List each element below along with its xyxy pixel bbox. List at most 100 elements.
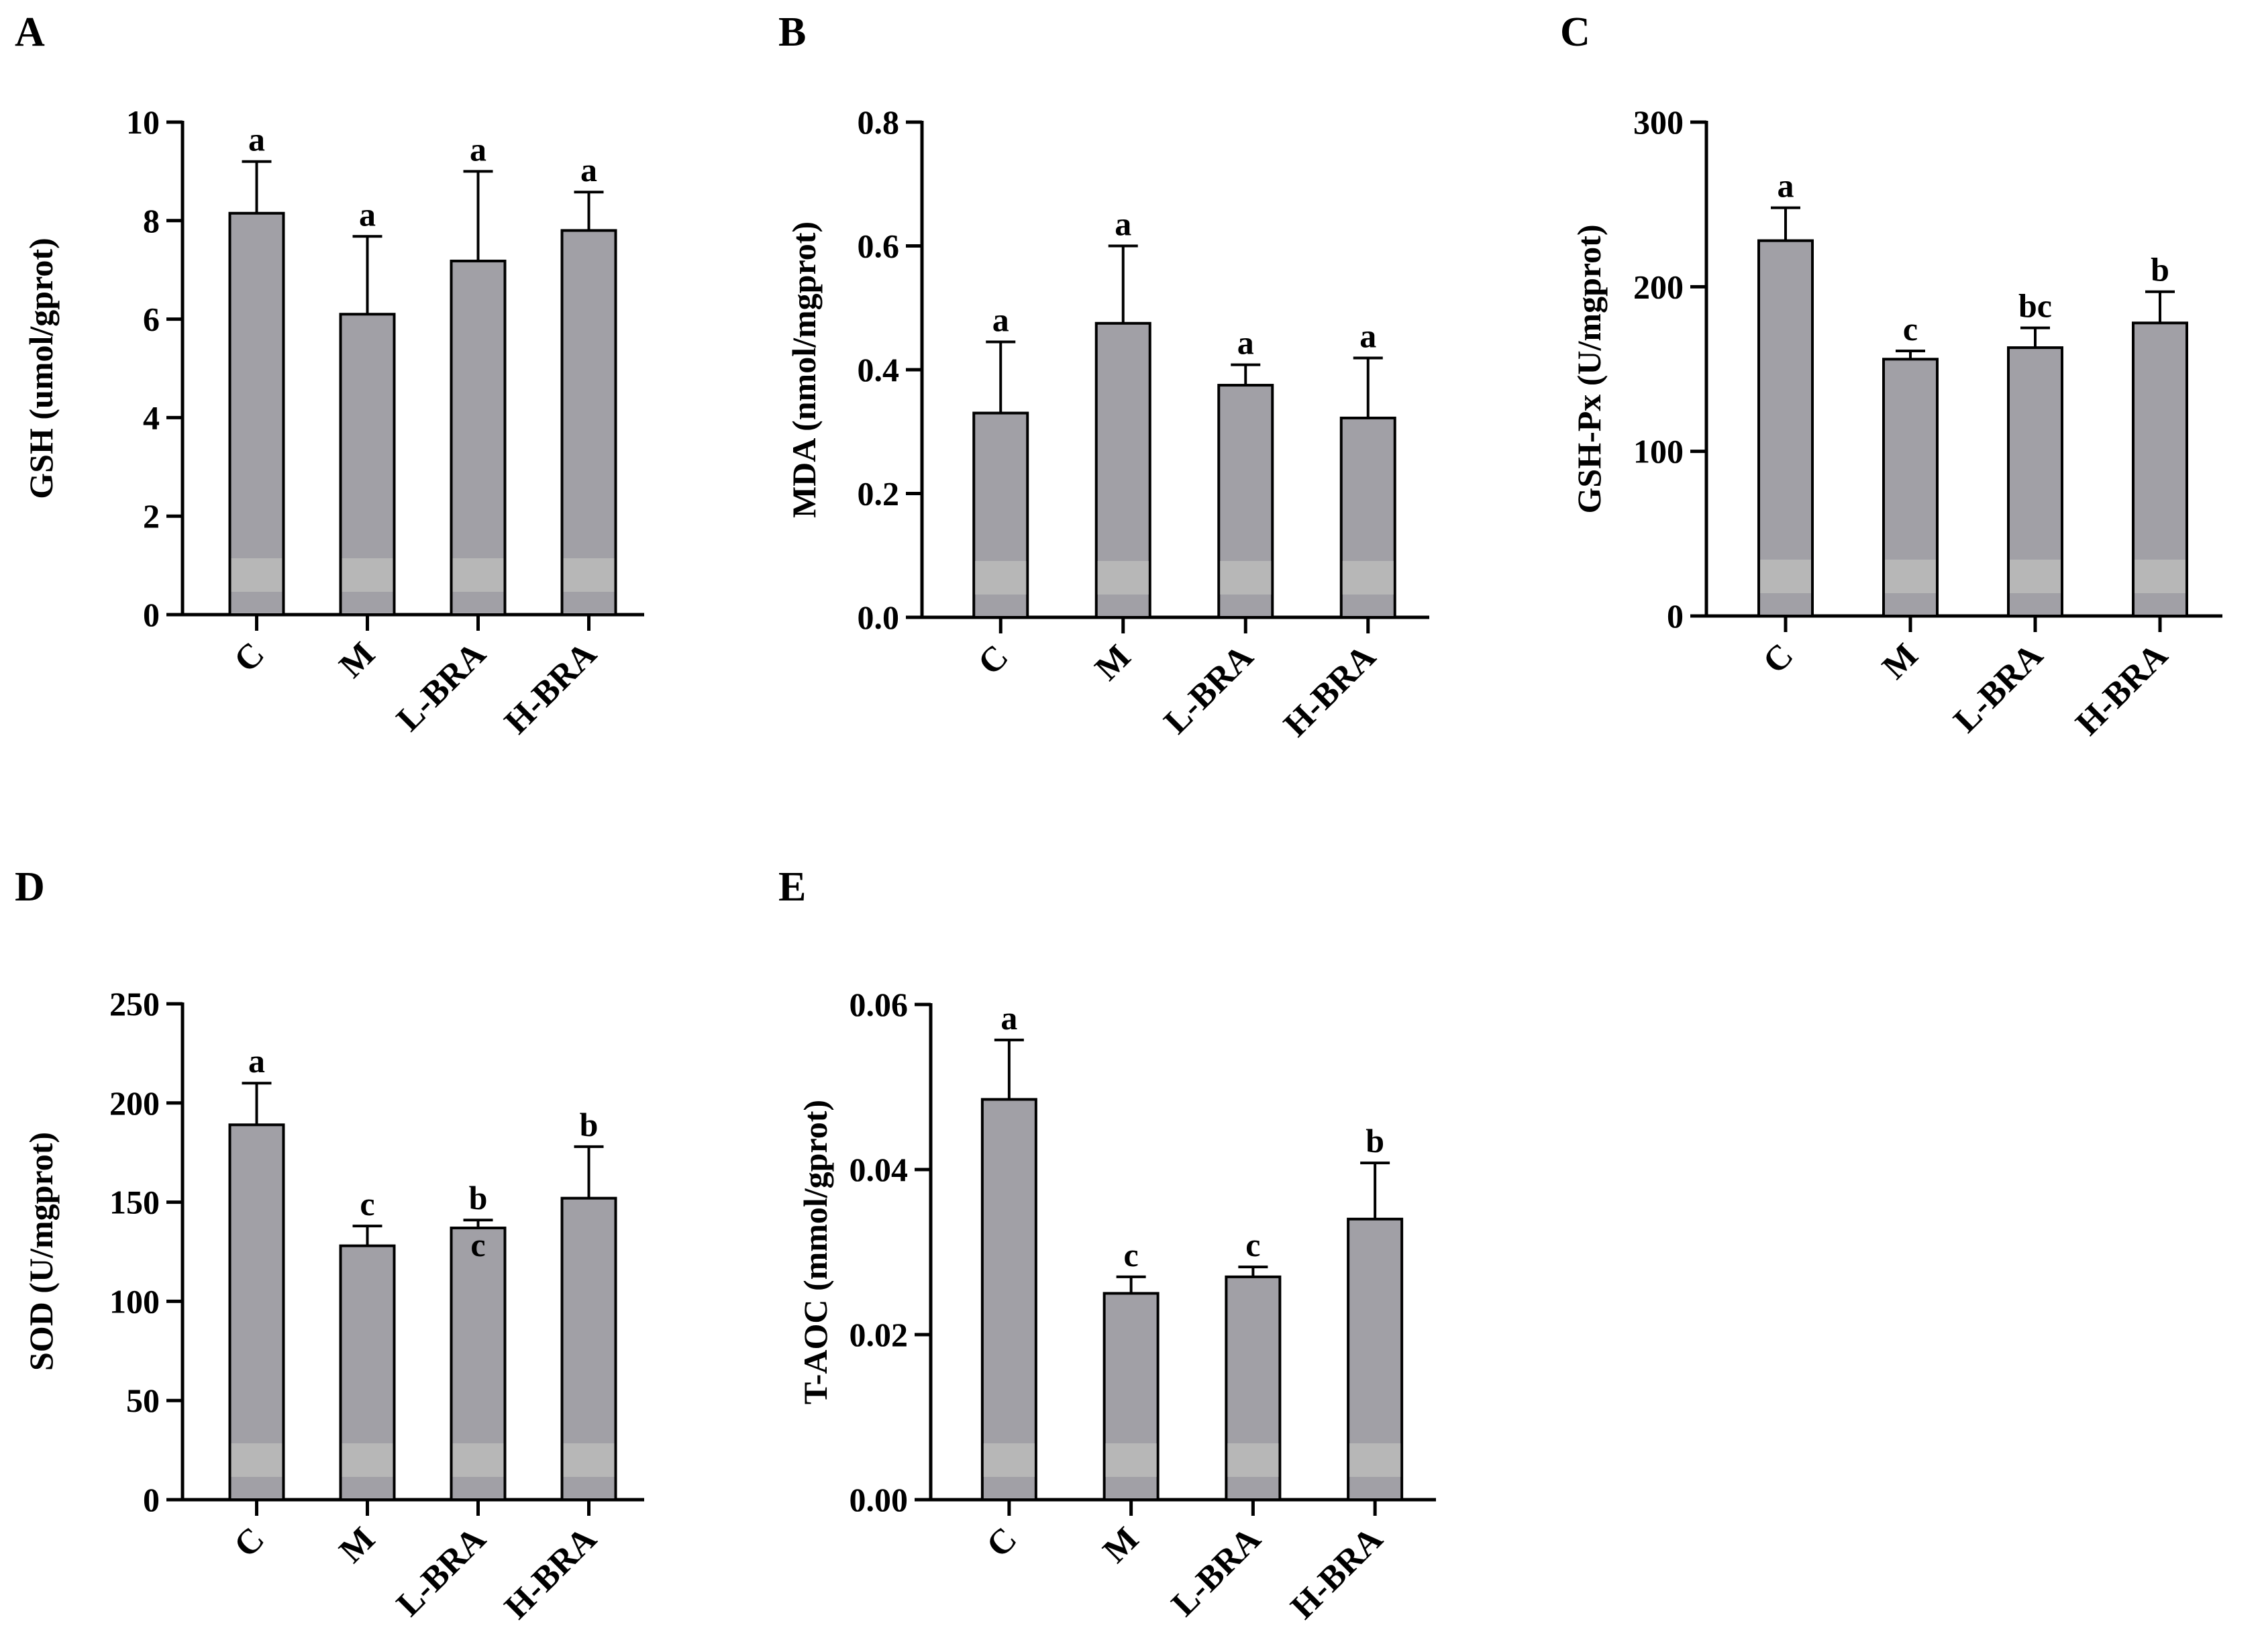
panel-label: E [778,864,806,910]
bar-highlight-band [1760,560,1811,593]
x-category-label: C [227,635,272,680]
bar [560,229,617,617]
y-tick-label: 0.00 [850,1481,909,1518]
y-tick-label: 0 [1667,597,1684,635]
panel-label: B [778,9,806,55]
y-tick-label: 300 [1633,103,1684,141]
significance-letter: c [470,1226,485,1263]
bar-highlight-band [1342,561,1394,595]
bar-highlight-band [2135,560,2186,593]
bar-group: aC [971,301,1029,682]
x-category-label: H-BRA [2069,636,2175,743]
bar-group: aC [227,121,285,680]
bar-group: aC [227,1042,285,1565]
significance-letter: c [360,1185,374,1223]
bar-group: aC [1756,167,1814,681]
bar-highlight-band [1349,1443,1401,1477]
y-tick-label: 0.04 [850,1151,909,1188]
significance-letter: a [1237,324,1254,362]
bar-highlight-band [231,558,282,592]
bar-highlight-band [1097,561,1149,595]
significance-letter: c [1245,1226,1260,1263]
chart-panel-e: ET-AOC (mmol/gprot)0.000.020.040.06 aCcMc… [778,864,1436,1627]
bar-group: bc L-BRA [389,1179,507,1624]
x-category-label: H-BRA [1276,637,1383,744]
y-tick-label: 0.02 [850,1316,909,1353]
y-tick-label: 0.6 [858,227,900,265]
x-category-label: L-BRA [389,1520,493,1624]
bar-group: a L-BRA [1157,324,1274,741]
bar-group: a H-BRA [497,151,617,741]
bar-highlight-band [563,1443,615,1477]
y-tick-label: 0 [143,596,160,633]
bar-highlight-band [1227,1443,1279,1477]
x-category-label: M [1096,1520,1146,1570]
bar [450,259,507,617]
bar-highlight-band [452,1443,504,1477]
bar-group: a H-BRA [1276,317,1396,744]
bar-highlight-band [1885,560,1936,593]
bar-group: cM [1875,310,1939,686]
bar-group: aC [979,999,1037,1565]
bar-highlight-band [975,561,1027,595]
significance-letter: a [470,130,486,168]
y-tick-label: 200 [109,1084,160,1122]
bar-group: cM [332,1185,396,1570]
bar-group: aM [1088,205,1151,688]
significance-letter: a [1115,205,1131,243]
y-tick-label: 8 [143,202,160,240]
y-axis-label: GSH (umol/gprot) [22,238,60,499]
y-tick-label: 4 [143,399,160,436]
significance-letter: b [469,1179,488,1217]
panel-label: A [15,9,45,55]
bar-group: a L-BRA [389,130,507,739]
y-tick-label: 0.0 [858,599,900,636]
x-category-label: C [227,1520,272,1565]
significance-letter: a [1778,167,1794,205]
significance-letter: b [1366,1122,1384,1159]
y-tick-label: 50 [126,1382,160,1419]
significance-letter: a [1000,999,1017,1037]
bar-highlight-band [983,1443,1035,1477]
significance-letter: c [1903,310,1918,348]
y-tick-label: 100 [109,1282,160,1320]
bar-highlight-band [563,558,615,592]
x-category-label: H-BRA [497,1520,604,1627]
y-tick-label: 0.8 [858,103,900,141]
y-tick-label: 0.06 [850,986,909,1023]
x-category-label: C [1756,636,1801,681]
x-category-label: M [332,1520,382,1570]
bar-group: cM [1096,1236,1160,1570]
bar-highlight-band [1220,561,1272,595]
significance-letter: a [1359,317,1376,354]
y-tick-label: 150 [109,1184,160,1221]
bar [228,211,285,617]
x-category-label: L-BRA [1157,637,1261,741]
y-axis-label: T-AOC (mmol/gprot) [796,1100,834,1404]
bar [228,1123,285,1502]
y-tick-label: 10 [126,103,160,141]
bar-highlight-band [342,558,393,592]
panel-label: D [15,864,45,910]
y-axis-label: GSH-Px (U/mgprot) [1570,225,1608,514]
bar-group: b H-BRA [2069,251,2188,743]
significance-letter: a [992,301,1009,338]
significance-letter: a [580,151,597,189]
y-axis-label: SOD (U/mgprot) [22,1132,60,1371]
bar [1757,239,1814,617]
bar-highlight-band [2010,560,2061,593]
y-tick-label: 0.2 [858,475,900,513]
bar-highlight-band [452,558,504,592]
significance-letter: b [580,1106,599,1143]
x-category-label: L-BRA [1947,636,2051,740]
x-category-label: C [971,637,1016,682]
bar-group: b H-BRA [497,1106,617,1627]
x-category-label: M [332,635,382,685]
x-category-label: M [1088,637,1138,688]
x-category-label: L-BRA [1164,1520,1268,1624]
y-tick-label: 200 [1633,268,1684,305]
y-tick-label: 2 [143,497,160,535]
